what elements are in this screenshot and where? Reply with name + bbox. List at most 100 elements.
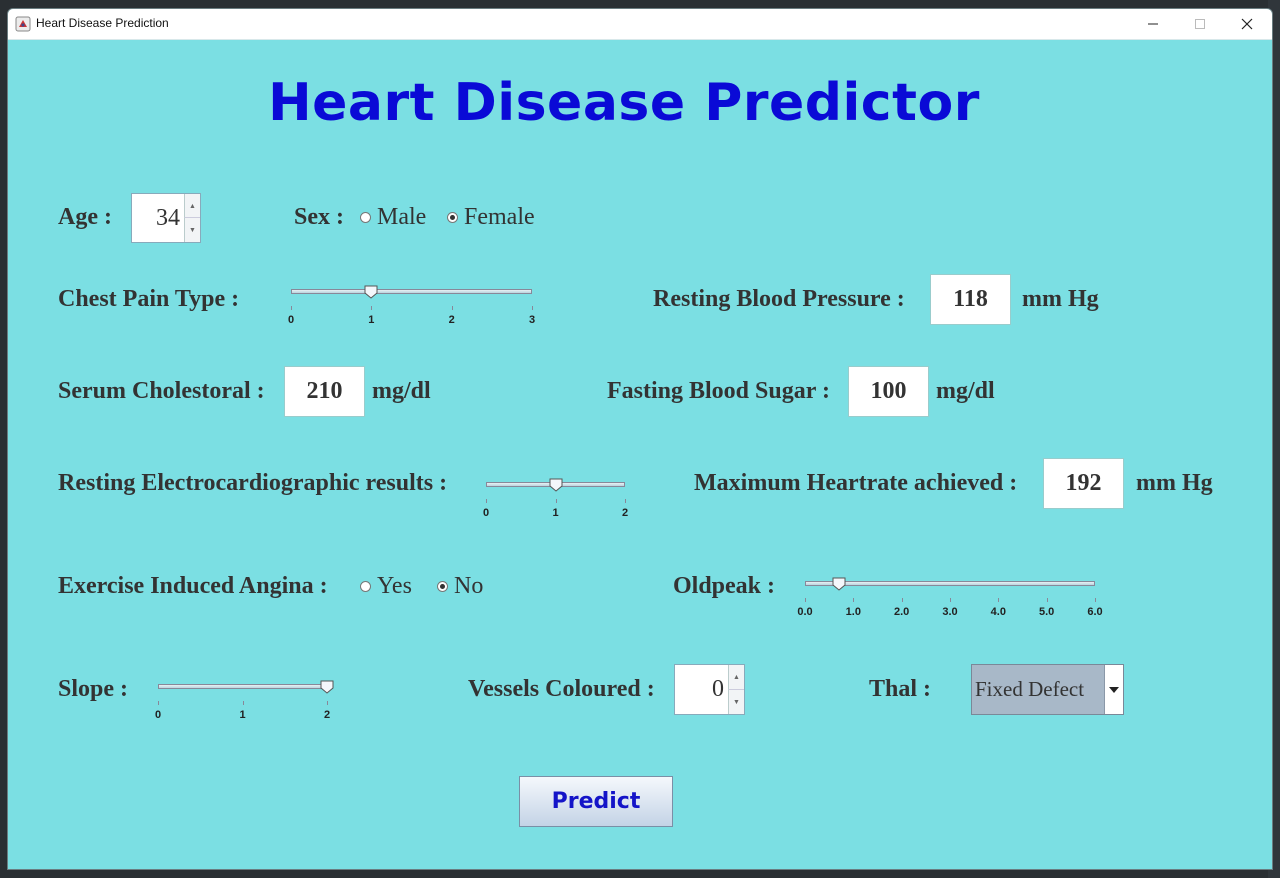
age-decrement-button[interactable]: ▼ bbox=[184, 218, 200, 242]
thal-label: Thal : bbox=[869, 676, 932, 702]
slider-tick bbox=[486, 499, 487, 503]
predict-button[interactable]: Predict bbox=[519, 776, 673, 827]
oldpeak-slider-thumb[interactable] bbox=[832, 577, 846, 591]
slider-tick bbox=[1046, 598, 1048, 602]
max-heartrate-field[interactable]: 192 bbox=[1043, 458, 1124, 509]
fasting-sugar-field[interactable]: 100 bbox=[848, 366, 929, 417]
age-label: Age : bbox=[58, 204, 112, 230]
slider-tick-label: 6.0 bbox=[1087, 606, 1103, 618]
vessels-spinner[interactable]: 0 ▲ ▼ bbox=[674, 664, 745, 715]
close-button[interactable] bbox=[1224, 9, 1270, 39]
slider-tick bbox=[555, 499, 557, 503]
slider-tick-label: 1 bbox=[552, 507, 559, 519]
java-app-icon bbox=[15, 16, 31, 32]
sex-radio-female-label[interactable]: Female bbox=[464, 204, 535, 230]
chest-pain-label: Chest Pain Type : bbox=[58, 286, 240, 312]
slider-tick bbox=[901, 598, 903, 602]
window-title: Heart Disease Prediction bbox=[36, 16, 169, 30]
slope-slider-track[interactable] bbox=[158, 684, 327, 689]
slider-tick bbox=[371, 306, 373, 310]
slider-tick-label: 0 bbox=[154, 709, 162, 721]
slider-tick bbox=[1095, 598, 1096, 602]
age-value[interactable]: 34 bbox=[156, 204, 180, 231]
angina-radio-no[interactable]: No bbox=[437, 573, 483, 600]
thal-dropdown[interactable]: Fixed Defect bbox=[971, 664, 1124, 715]
angina-radio-no-label[interactable]: No bbox=[454, 573, 484, 599]
fasting-sugar-label: Fasting Blood Sugar : bbox=[607, 378, 830, 404]
slider-tick bbox=[853, 598, 855, 602]
slider-tick-label: 2 bbox=[448, 314, 455, 326]
vessels-decrement-button[interactable]: ▼ bbox=[728, 689, 744, 714]
oldpeak-slider-track[interactable] bbox=[805, 581, 1095, 586]
slider-tick-label: 2 bbox=[323, 709, 331, 721]
slider-tick bbox=[291, 306, 292, 310]
title-bar: Heart Disease Prediction bbox=[8, 9, 1272, 40]
app-window: Heart Disease Prediction Heart Disease P… bbox=[7, 8, 1273, 870]
slider-tick-label: 0 bbox=[287, 314, 295, 326]
slider-tick bbox=[998, 598, 1000, 602]
angina-radio-yes-indicator[interactable] bbox=[360, 581, 371, 592]
slider-tick bbox=[805, 598, 806, 602]
cholesterol-label: Serum Cholestoral : bbox=[58, 378, 265, 404]
age-increment-button[interactable]: ▲ bbox=[184, 194, 200, 218]
slider-tick bbox=[950, 598, 951, 602]
slider-tick-label: 0 bbox=[482, 507, 490, 519]
oldpeak-slider[interactable]: 0.0 1.0 2.0 3.0 4.0 5.0 6.0 bbox=[797, 577, 1103, 618]
max-heartrate-label: Maximum Heartrate achieved : bbox=[694, 470, 1018, 496]
maximize-icon bbox=[1195, 19, 1205, 29]
oldpeak-label: Oldpeak : bbox=[673, 573, 776, 599]
rest-ecg-slider-thumb[interactable] bbox=[549, 478, 563, 492]
minimize-icon bbox=[1148, 23, 1158, 25]
resting-bp-field[interactable]: 118 bbox=[930, 274, 1011, 325]
sex-radio-female[interactable]: Female bbox=[447, 204, 535, 231]
vessels-increment-button[interactable]: ▲ bbox=[728, 665, 744, 690]
resting-bp-unit: mm Hg bbox=[1022, 286, 1099, 312]
slider-tick-label: 4.0 bbox=[990, 606, 1006, 618]
max-heartrate-unit: mm Hg bbox=[1136, 470, 1213, 496]
slider-tick-label: 3.0 bbox=[942, 606, 958, 618]
thal-selected-value[interactable]: Fixed Defect bbox=[975, 677, 1085, 701]
vessels-value[interactable]: 0 bbox=[712, 676, 724, 702]
rest-ecg-slider[interactable]: 0 1 2 bbox=[482, 478, 629, 519]
chevron-down-icon bbox=[1109, 686, 1119, 693]
page-title: Heart Disease Predictor bbox=[268, 73, 980, 133]
slope-slider-thumb[interactable] bbox=[320, 680, 334, 694]
cholesterol-unit: mg/dl bbox=[372, 378, 431, 404]
angina-radio-no-indicator[interactable] bbox=[437, 581, 448, 592]
minimize-button[interactable] bbox=[1130, 9, 1176, 39]
slider-tick-label: 2.0 bbox=[894, 606, 910, 618]
sex-radio-male[interactable]: Male bbox=[360, 204, 426, 231]
sex-label: Sex : bbox=[294, 204, 344, 230]
fasting-sugar-unit: mg/dl bbox=[936, 378, 995, 404]
chest-pain-slider[interactable]: 0 1 2 3 bbox=[287, 285, 536, 326]
sex-radio-female-indicator[interactable] bbox=[447, 212, 458, 223]
slider-tick-label: 1.0 bbox=[845, 606, 861, 618]
thal-dropdown-button[interactable] bbox=[1104, 665, 1123, 714]
slider-tick bbox=[158, 701, 159, 705]
age-spinner[interactable]: 34 ▲ ▼ bbox=[131, 193, 201, 243]
slider-tick bbox=[242, 701, 244, 705]
slider-tick-label: 1 bbox=[368, 314, 375, 326]
cholesterol-field[interactable]: 210 bbox=[284, 366, 365, 417]
chest-pain-slider-thumb[interactable] bbox=[364, 285, 378, 299]
slider-tick bbox=[532, 306, 533, 310]
slider-tick-label: 2 bbox=[621, 507, 629, 519]
sex-radio-male-indicator[interactable] bbox=[360, 212, 371, 223]
slider-tick-label: 0.0 bbox=[797, 606, 813, 618]
slope-slider[interactable]: 0 1 2 bbox=[154, 680, 334, 721]
rest-ecg-label: Resting Electrocardiographic results : bbox=[58, 470, 448, 496]
resting-bp-label: Resting Blood Pressure : bbox=[653, 286, 905, 312]
close-icon bbox=[1241, 18, 1253, 30]
slider-tick-label: 1 bbox=[239, 709, 246, 721]
maximize-button[interactable] bbox=[1177, 9, 1223, 39]
angina-radio-yes[interactable]: Yes bbox=[360, 573, 412, 600]
angina-label: Exercise Induced Angina : bbox=[58, 573, 328, 599]
vessels-label: Vessels Coloured : bbox=[468, 676, 655, 702]
sex-radio-male-label[interactable]: Male bbox=[377, 204, 427, 230]
slider-tick bbox=[625, 499, 626, 503]
chest-pain-slider-track[interactable] bbox=[291, 289, 532, 294]
slider-tick bbox=[327, 701, 328, 705]
slider-tick-label: 3 bbox=[528, 314, 536, 326]
slider-tick bbox=[451, 306, 453, 310]
angina-radio-yes-label[interactable]: Yes bbox=[377, 573, 412, 599]
